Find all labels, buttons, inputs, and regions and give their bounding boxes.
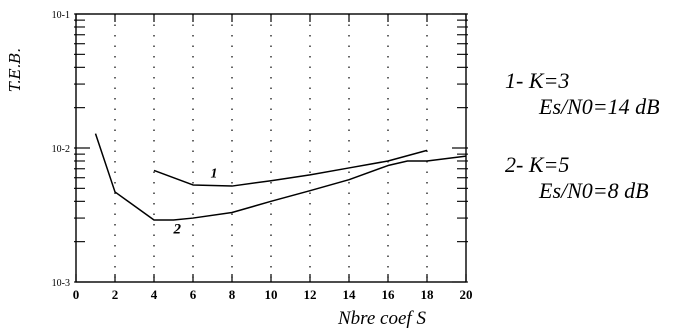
- x-tick-label: 12: [304, 287, 317, 302]
- y-tick-label: 10-3: [52, 278, 70, 289]
- x-tick-label: 16: [382, 287, 396, 302]
- series-lines: [94, 133, 467, 221]
- curve-label-2: 2: [173, 222, 182, 238]
- curve-label-1: 1: [211, 167, 218, 182]
- x-tick-label: 8: [229, 287, 236, 302]
- x-tick-label: 20: [460, 287, 473, 302]
- y-axis-label: T.E.B.: [6, 47, 24, 92]
- y-tick-label: 10-2: [52, 144, 70, 155]
- legend-item-2-line1: 2- K=5: [505, 152, 570, 177]
- x-tick-label: 10: [265, 287, 278, 302]
- legend-item-1-line1: 1- K=3: [505, 68, 570, 93]
- legend-item-1-line2: Es/N0=14 dB: [539, 94, 660, 119]
- x-tick-label: 18: [421, 287, 435, 302]
- x-tick-label: 2: [112, 287, 119, 302]
- legend-item-2-line2: Es/N0=8 dB: [539, 178, 649, 203]
- x-tick-label: 0: [73, 287, 80, 302]
- y-tick-label: 10-1: [52, 10, 70, 21]
- x-tick-label: 6: [190, 287, 197, 302]
- x-tick-label: 4: [151, 287, 158, 302]
- series-1-line: [153, 149, 428, 187]
- x-axis-label: Nbre coef S: [338, 308, 426, 329]
- axis-ticks: [74, 13, 468, 283]
- legend-item-2: 2- K=5 Es/N0=8 dB: [505, 152, 649, 204]
- series-2-line: [94, 133, 467, 221]
- plot-frame: [75, 13, 467, 283]
- x-tick-label: 14: [343, 287, 357, 302]
- grid-lines: [114, 14, 428, 282]
- legend-item-1: 1- K=3 Es/N0=14 dB: [505, 68, 660, 120]
